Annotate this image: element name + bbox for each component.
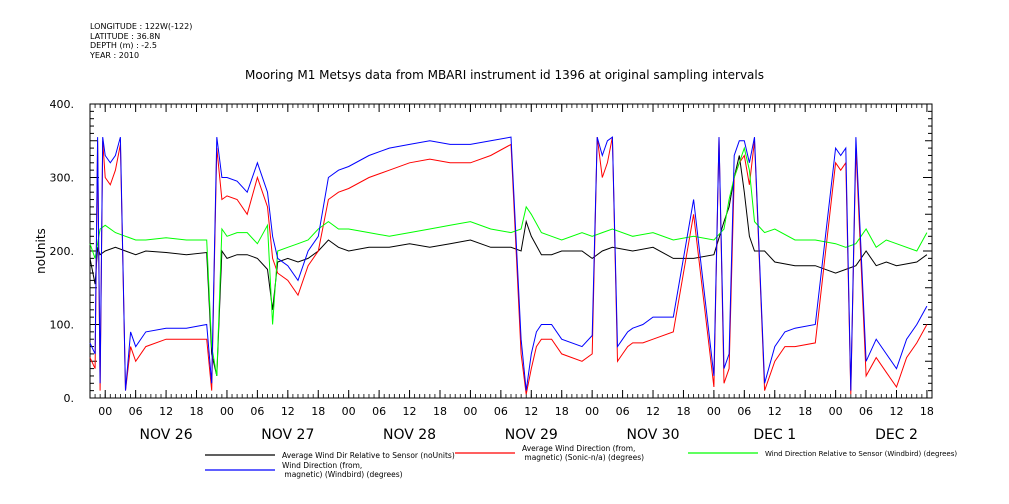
legend-label-3: Wind Direction Relative to Sensor (Windb… (765, 450, 957, 458)
x-tick-label: 12 (646, 405, 660, 418)
x-tick-label: 12 (403, 405, 417, 418)
longitude-text: LONGITUDE : 122W(-122) (90, 22, 193, 31)
x-tick-label: 06 (129, 405, 143, 418)
year-text: YEAR : 2010 (90, 50, 140, 60)
chart-title: Mooring M1 Metsys data from MBARI instru… (245, 68, 764, 82)
x-tick-label: 12 (524, 405, 538, 418)
x-tick-label: 00 (98, 405, 112, 418)
legend-label-4: Wind Direction (from, magnetic) (Windbir… (282, 461, 403, 479)
x-tick-label: 06 (494, 405, 508, 418)
x-day-label: DEC 1 (753, 427, 796, 443)
x-day-label: NOV 30 (626, 427, 679, 443)
x-day-label: NOV 26 (140, 427, 193, 443)
x-tick-label: 06 (250, 405, 264, 418)
x-tick-label: 18 (676, 405, 690, 418)
x-tick-label: 06 (737, 405, 751, 418)
x-tick-label: 12 (281, 405, 295, 418)
x-tick-label: 18 (798, 405, 812, 418)
depth-text: DEPTH (m) : -2.5 (90, 41, 157, 50)
series-line-4 (89, 136, 928, 391)
latitude-text: LATITUDE : 36.8N (90, 31, 161, 41)
x-day-label: NOV 28 (383, 427, 436, 443)
y-tick-label: 300. (50, 172, 75, 185)
x-tick-label: 12 (159, 405, 173, 418)
x-tick-label: 00 (463, 405, 477, 418)
series-line-2 (89, 137, 928, 395)
y-tick-label: 400. (50, 98, 75, 111)
metadata-block: LONGITUDE : 122W(-122) LATITUDE : 36.8N … (90, 22, 192, 60)
y-tick-label: 100. (50, 319, 75, 332)
x-tick-label: 18 (920, 405, 934, 418)
x-tick-label: 18 (311, 405, 325, 418)
x-tick-label: 06 (859, 405, 873, 418)
x-tick-label: 18 (190, 405, 204, 418)
y-axis-label: noUnits (34, 228, 48, 274)
x-tick-label: 12 (889, 405, 903, 418)
chart-legend: Average Wind Dir Relative to Sensor (noU… (205, 444, 957, 479)
x-tick-label: 12 (768, 405, 782, 418)
x-day-label: DEC 2 (875, 427, 918, 443)
x-tick-label: 00 (585, 405, 599, 418)
legend-label-2: Average Wind Direction (from, magnetic) … (522, 444, 644, 462)
x-tick-label: 06 (372, 405, 386, 418)
y-tick-label: 200. (50, 245, 75, 258)
x-tick-label: 06 (616, 405, 630, 418)
chart-axes: 00 06 12 18 00 06 12 18 00 06 12 18 00 06 12 18 00 06 12 18… (34, 98, 934, 443)
series-lines (89, 136, 928, 395)
x-day-label: NOV 29 (505, 427, 558, 443)
legend-label-1: Average Wind Dir Relative to Sensor (noU… (282, 451, 455, 460)
x-tick-label: 18 (433, 405, 447, 418)
x-tick-label: 00 (829, 405, 843, 418)
x-tick-label: 18 (555, 405, 569, 418)
x-tick-label: 00 (707, 405, 721, 418)
x-tick-label: 00 (342, 405, 356, 418)
x-tick-label: 00 (220, 405, 234, 418)
y-tick-label: 0. (64, 392, 75, 405)
x-day-label: NOV 27 (261, 427, 314, 443)
series-line-3 (89, 146, 928, 376)
